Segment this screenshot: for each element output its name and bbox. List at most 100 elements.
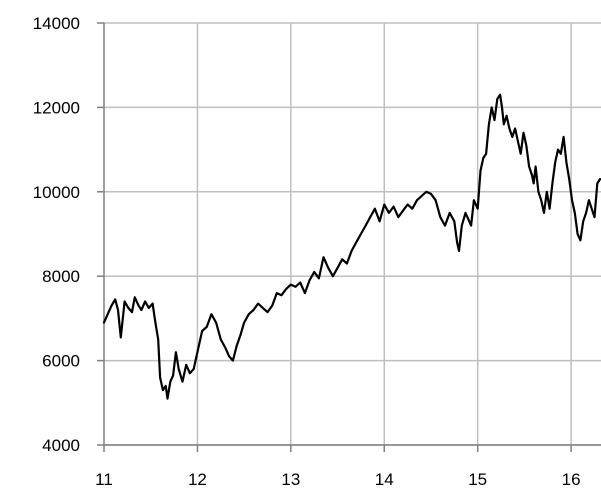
data-point [114, 298, 116, 300]
y-tick-label: 4000 [42, 436, 80, 455]
data-point [520, 153, 522, 155]
data-point [383, 203, 385, 206]
data-point [470, 225, 472, 227]
data-point [318, 277, 320, 279]
data-point [201, 330, 203, 332]
data-point [169, 381, 171, 383]
data-point [599, 178, 601, 180]
data-point [528, 165, 530, 168]
data-point [444, 225, 446, 227]
data-point [425, 191, 427, 193]
data-point [397, 216, 399, 218]
data-point [496, 98, 498, 100]
data-point [162, 389, 164, 391]
x-tick-label: 15 [468, 470, 487, 488]
data-point [549, 208, 551, 210]
data-point [236, 345, 238, 347]
data-point [355, 241, 357, 243]
data-point [560, 153, 562, 155]
data-point [499, 94, 501, 96]
data-point [228, 355, 230, 357]
tick-label-layer: 4000 6000 8000 10000 12000 14000 11 12 13 14 15 16 [33, 14, 581, 489]
data-point [379, 220, 381, 222]
axis-layer [97, 22, 601, 452]
x-tick-label: 11 [95, 470, 113, 488]
data-point [467, 218, 469, 220]
data-point [458, 250, 460, 252]
data-point [185, 364, 187, 366]
data-point [327, 267, 329, 269]
y-tick-label: 8000 [42, 267, 80, 286]
data-point [503, 123, 505, 125]
data-point [148, 307, 150, 309]
data-point [435, 199, 437, 201]
data-point [588, 199, 590, 201]
series-layer [102, 93, 601, 400]
data-point [591, 208, 593, 210]
series-line [102, 93, 601, 400]
data-point [563, 136, 565, 138]
data-point [166, 398, 169, 400]
data-point [124, 300, 126, 303]
data-point [189, 372, 191, 374]
data-point [341, 258, 343, 260]
data-point [473, 199, 475, 201]
data-point [479, 170, 482, 172]
data-point [134, 296, 136, 298]
data-point [369, 216, 371, 218]
data-point [193, 368, 195, 370]
data-point [262, 307, 264, 309]
data-point [332, 275, 334, 277]
data-point [103, 322, 105, 324]
y-tick-label: 12000 [33, 98, 80, 117]
data-point [517, 140, 519, 142]
data-point [393, 206, 395, 208]
data-point [294, 286, 297, 288]
data-point [554, 161, 556, 163]
data-point [453, 220, 455, 222]
data-point [248, 313, 250, 315]
data-point [304, 292, 306, 294]
data-point [144, 300, 146, 303]
data-point [131, 311, 133, 313]
data-point [127, 307, 129, 309]
x-tick-label: 13 [281, 470, 300, 488]
data-point [449, 212, 451, 214]
data-point [276, 292, 278, 294]
data-point [308, 279, 311, 281]
data-point [596, 182, 598, 184]
data-point [220, 338, 222, 341]
data-point [491, 106, 493, 108]
data-point [577, 233, 579, 235]
data-point [540, 199, 542, 201]
data-point [165, 385, 167, 387]
x-tick-label: 16 [562, 470, 581, 488]
data-point [506, 115, 508, 117]
data-point [461, 225, 463, 227]
data-point [172, 374, 174, 376]
data-point [178, 368, 180, 370]
data-point [482, 157, 484, 159]
data-point [266, 311, 269, 313]
y-tick-label: 6000 [42, 352, 80, 371]
data-point [416, 199, 418, 201]
data-point [585, 212, 587, 214]
data-point [557, 149, 559, 151]
data-point [411, 208, 413, 210]
data-point [337, 267, 339, 269]
data-point [360, 233, 362, 235]
data-point [571, 199, 573, 201]
data-point [224, 347, 226, 349]
data-point [551, 182, 554, 184]
x-tick-label: 12 [188, 470, 207, 488]
data-point [456, 241, 458, 243]
data-point [477, 208, 479, 210]
data-point [257, 303, 259, 305]
data-point [593, 216, 596, 218]
data-point [117, 309, 119, 311]
data-point [430, 193, 432, 195]
data-point [351, 250, 353, 252]
data-point [120, 336, 122, 338]
data-point [138, 305, 140, 307]
